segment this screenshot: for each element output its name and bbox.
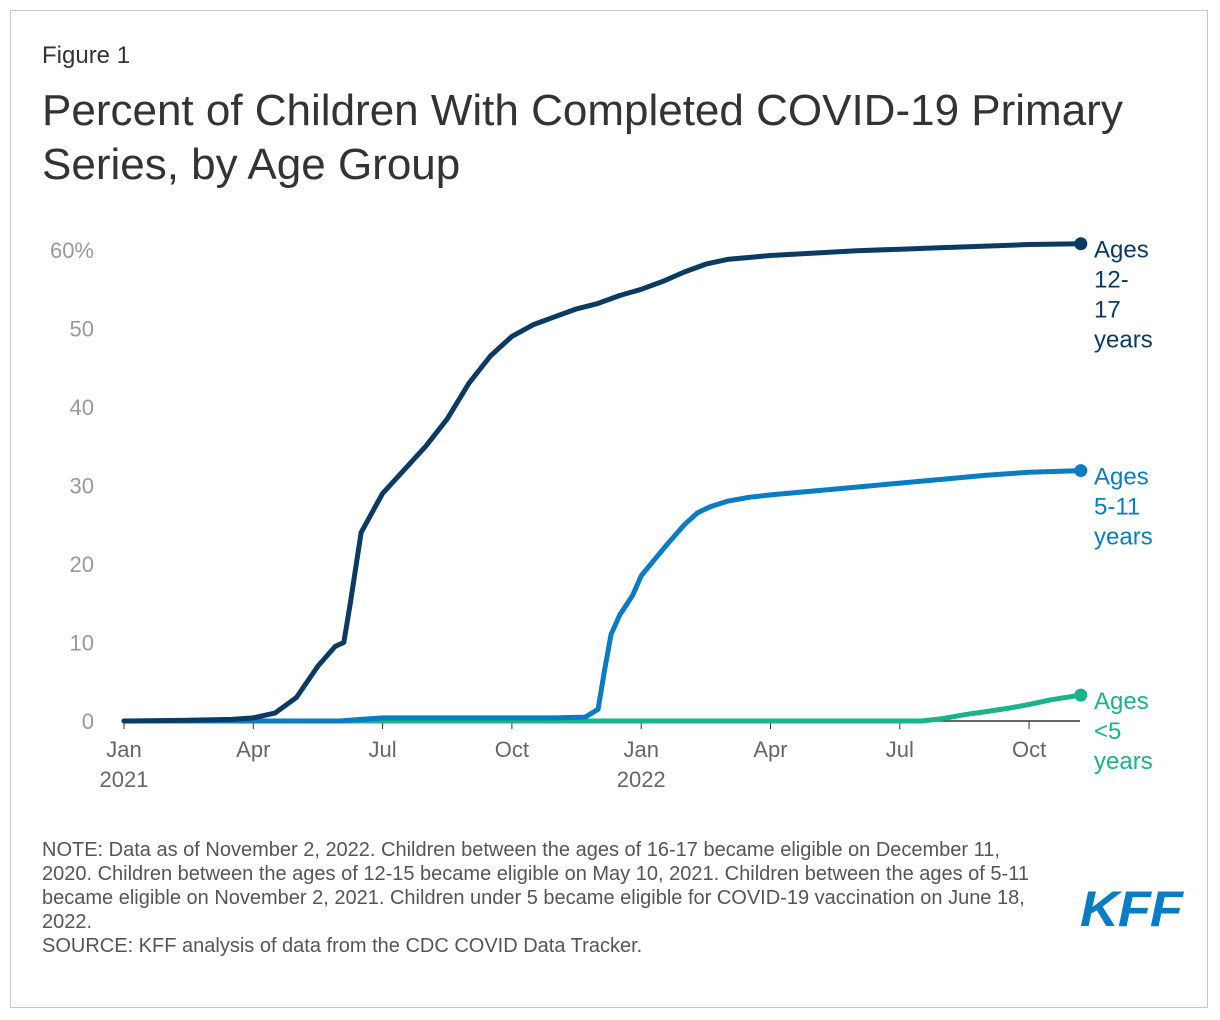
series-line-ages-12-17-years xyxy=(121,241,1084,724)
y-axis: 0 10 20 30 40 50 60% xyxy=(50,238,94,734)
kff-logo: KFF xyxy=(1080,881,1183,937)
series-line-ages-5-years xyxy=(121,692,1084,724)
series-label-line: 12- xyxy=(1094,267,1129,294)
x-tick-label: Jan xyxy=(106,737,141,762)
series-label-ages-5-years: Ages <5 years xyxy=(1094,688,1153,775)
x-tick-label: Jan xyxy=(623,737,658,762)
series-label-ages-12-17-years: Ages 12- 17 years xyxy=(1094,237,1153,354)
x-tick-year-label: 2022 xyxy=(617,767,666,792)
series-label-line: 5-11 xyxy=(1094,494,1140,521)
y-tick-label: 40 xyxy=(70,395,94,420)
series-label-line: <5 xyxy=(1094,718,1121,745)
series-group xyxy=(121,237,1088,724)
x-tick-label: Oct xyxy=(495,737,529,762)
chart-title: Percent of Children With Completed COVID… xyxy=(42,86,1123,189)
series-label-ages-5-11-years: Ages 5-11 years xyxy=(1094,464,1153,551)
y-tick-label: 60% xyxy=(50,238,94,263)
y-tick-label: 10 xyxy=(70,631,94,656)
series-labels: Ages <5 years Ages 5-11 years Ages 12- 17 years xyxy=(1094,237,1153,775)
series-end-marker xyxy=(1074,464,1088,478)
figure-label: Figure 1 xyxy=(42,42,131,69)
y-tick-label: 50 xyxy=(70,317,94,342)
series-line-ages-5-11-years xyxy=(121,468,1084,724)
x-tick-label: Jul xyxy=(886,737,914,762)
x-tick-label: Jul xyxy=(369,737,397,762)
x-tick-label: Apr xyxy=(753,737,787,762)
figure-frame xyxy=(10,10,1208,1008)
series-label-line: years xyxy=(1094,748,1153,775)
y-tick-label: 0 xyxy=(82,709,94,734)
series-label-line: Ages xyxy=(1094,237,1149,264)
series-label-line: Ages xyxy=(1094,464,1149,491)
x-tick-label: Oct xyxy=(1012,737,1046,762)
series-label-line: years xyxy=(1094,327,1153,354)
x-tick-year-label: 2021 xyxy=(100,767,149,792)
series-label-line: 17 xyxy=(1094,297,1121,324)
series-end-marker xyxy=(1074,237,1088,251)
source-text: SOURCE: KFF analysis of data from the CD… xyxy=(42,935,643,957)
x-tick-label: Apr xyxy=(236,737,270,762)
series-label-line: years xyxy=(1094,524,1153,551)
x-axis: Jan 2021 Apr Jul Oct Jan 2022 Apr Jul Oct xyxy=(100,720,1080,792)
y-tick-label: 20 xyxy=(70,552,94,577)
footnote: NOTE: Data as of November 2, 2022. Child… xyxy=(42,838,1042,958)
y-tick-label: 30 xyxy=(70,474,94,499)
series-end-marker xyxy=(1074,688,1088,702)
series-label-line: Ages xyxy=(1094,688,1149,715)
note-text: NOTE: Data as of November 2, 2022. Child… xyxy=(42,839,1029,933)
